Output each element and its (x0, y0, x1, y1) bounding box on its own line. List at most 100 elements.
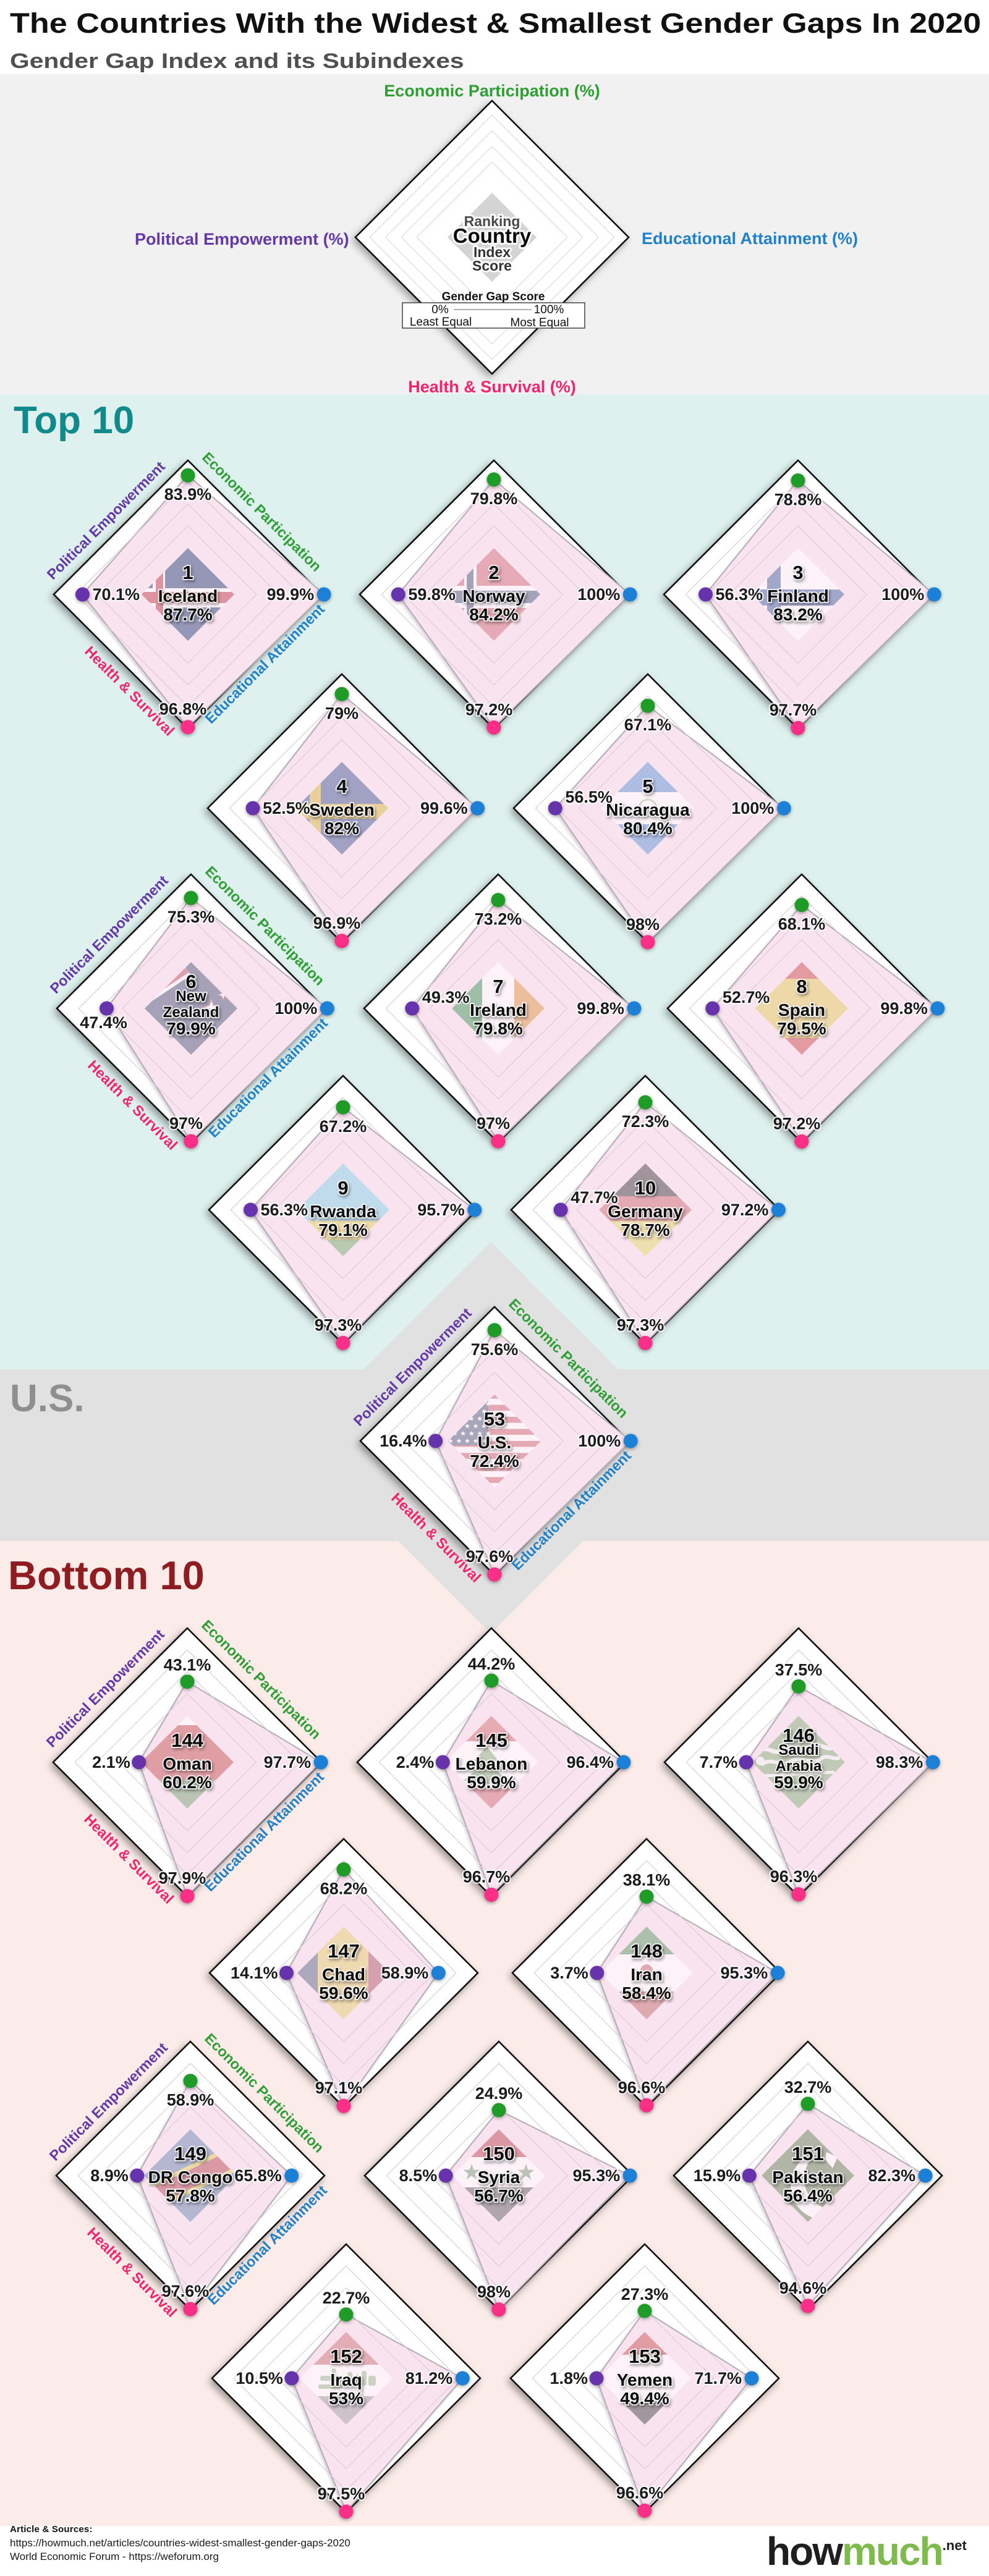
svg-text:4: 4 (336, 775, 347, 797)
svg-text:79.8%: 79.8% (470, 489, 518, 508)
svg-text:99.8%: 99.8% (880, 999, 928, 1018)
svg-text:95.3%: 95.3% (573, 2166, 621, 2185)
svg-text:145: 145 (475, 1729, 507, 1751)
svg-text:100%: 100% (577, 585, 620, 604)
svg-text:97.5%: 97.5% (318, 2485, 365, 2503)
svg-text:Iraq: Iraq (330, 2370, 362, 2389)
svg-text:94.6%: 94.6% (779, 2279, 827, 2297)
svg-text:81.2%: 81.2% (405, 2369, 453, 2388)
svg-text:Germany: Germany (608, 1202, 683, 1221)
svg-text:5: 5 (642, 775, 653, 797)
svg-text:100%: 100% (881, 585, 924, 604)
svg-text:47.7%: 47.7% (571, 1188, 618, 1207)
svg-text:U.S.: U.S. (478, 1433, 511, 1452)
svg-text:Least Equal: Least Equal (410, 316, 472, 329)
svg-text:2.4%: 2.4% (396, 1753, 435, 1772)
svg-text:79.5%: 79.5% (777, 1019, 826, 1038)
svg-text:14.1%: 14.1% (231, 1964, 278, 1982)
svg-text:97.6%: 97.6% (466, 1547, 514, 1566)
svg-text:59.6%: 59.6% (319, 1983, 368, 2003)
svg-text:96.6%: 96.6% (618, 2078, 666, 2097)
svg-text:59.9%: 59.9% (467, 1773, 516, 1792)
svg-text:Country: Country (453, 224, 532, 247)
svg-text:DR Congo: DR Congo (148, 2168, 233, 2187)
svg-text:152: 152 (330, 2346, 362, 2367)
svg-text:95.7%: 95.7% (417, 1201, 465, 1219)
svg-text:68.2%: 68.2% (320, 1880, 368, 1898)
svg-text:99.6%: 99.6% (420, 799, 468, 817)
svg-text:99.8%: 99.8% (577, 999, 624, 1018)
svg-text:53: 53 (484, 1408, 505, 1430)
svg-text:Most Equal: Most Equal (510, 316, 569, 329)
svg-text:75.6%: 75.6% (471, 1340, 519, 1359)
svg-text:38.1%: 38.1% (623, 1871, 671, 1890)
svg-text:49.4%: 49.4% (620, 2389, 669, 2408)
svg-text:72.4%: 72.4% (470, 1451, 519, 1471)
svg-text:149: 149 (174, 2143, 206, 2164)
svg-text:97.7%: 97.7% (264, 1753, 312, 1772)
svg-text:78.7%: 78.7% (621, 1220, 669, 1239)
svg-text:Ranking: Ranking (464, 213, 520, 229)
svg-text:100%: 100% (534, 303, 564, 316)
svg-text:79%: 79% (325, 704, 359, 722)
svg-text:1: 1 (182, 562, 193, 583)
svg-text:Score: Score (472, 258, 512, 274)
svg-text:100%: 100% (731, 799, 774, 817)
svg-text:7: 7 (493, 976, 503, 997)
svg-text:96.4%: 96.4% (566, 1753, 614, 1772)
svg-text:98%: 98% (477, 2283, 511, 2301)
svg-text:97.2%: 97.2% (721, 1201, 769, 1219)
svg-text:0%: 0% (431, 303, 449, 316)
svg-text:24.9%: 24.9% (475, 2084, 523, 2103)
svg-text:Spain: Spain (778, 1000, 825, 1020)
svg-text:10: 10 (635, 1177, 656, 1199)
svg-text:144: 144 (171, 1729, 203, 1751)
svg-text:96.6%: 96.6% (616, 2483, 664, 2502)
svg-text:37.5%: 37.5% (775, 1660, 823, 1679)
svg-text:98.3%: 98.3% (876, 1753, 923, 1772)
svg-text:44.2%: 44.2% (468, 1655, 516, 1673)
svg-text:97.9%: 97.9% (159, 1869, 206, 1888)
svg-text:56.3%: 56.3% (716, 585, 763, 604)
svg-text:3.7%: 3.7% (550, 1964, 588, 1982)
svg-text:Iceland: Iceland (158, 586, 218, 606)
svg-text:73.2%: 73.2% (475, 910, 522, 929)
svg-text:6: 6 (185, 971, 196, 992)
svg-text:100%: 100% (274, 999, 317, 1018)
svg-text:New: New (176, 988, 206, 1005)
svg-text:79.9%: 79.9% (166, 1019, 215, 1038)
svg-text:Index: Index (473, 244, 511, 260)
svg-text:75.3%: 75.3% (168, 908, 215, 926)
svg-text:82%: 82% (325, 819, 359, 838)
svg-text:Iran: Iran (630, 1965, 662, 1984)
svg-text:3: 3 (792, 562, 803, 583)
svg-text:80.4%: 80.4% (623, 819, 672, 838)
svg-text:150: 150 (483, 2143, 515, 2164)
svg-text:83.2%: 83.2% (773, 605, 822, 624)
svg-text:97.2%: 97.2% (773, 1114, 821, 1133)
svg-text:96.7%: 96.7% (463, 1868, 511, 1886)
svg-text:58.4%: 58.4% (622, 1983, 671, 2003)
svg-text:Zealand: Zealand (163, 1004, 219, 1021)
svg-text:97.1%: 97.1% (315, 2079, 363, 2097)
svg-text:Syria: Syria (478, 2168, 520, 2187)
svg-text:71.7%: 71.7% (694, 2369, 742, 2388)
svg-text:2.1%: 2.1% (92, 1753, 130, 1772)
svg-text:8.5%: 8.5% (399, 2166, 438, 2185)
svg-text:16.4%: 16.4% (380, 1432, 427, 1450)
svg-text:98%: 98% (626, 915, 660, 934)
svg-text:67.1%: 67.1% (624, 716, 672, 734)
svg-text:Pakistan: Pakistan (772, 2168, 843, 2187)
svg-text:Lebanon: Lebanon (456, 1754, 528, 1773)
svg-text:96.8%: 96.8% (159, 700, 207, 719)
svg-text:96.3%: 96.3% (770, 1867, 818, 1886)
svg-text:32.7%: 32.7% (784, 2078, 832, 2097)
svg-text:100%: 100% (578, 1432, 621, 1450)
svg-text:79.8%: 79.8% (473, 1019, 522, 1038)
svg-text:Norway: Norway (462, 586, 525, 606)
svg-text:22.7%: 22.7% (323, 2289, 370, 2307)
svg-text:2: 2 (488, 562, 499, 583)
svg-text:96.9%: 96.9% (313, 914, 361, 932)
svg-text:Ireland: Ireland (470, 1000, 527, 1020)
svg-text:8: 8 (796, 976, 807, 997)
